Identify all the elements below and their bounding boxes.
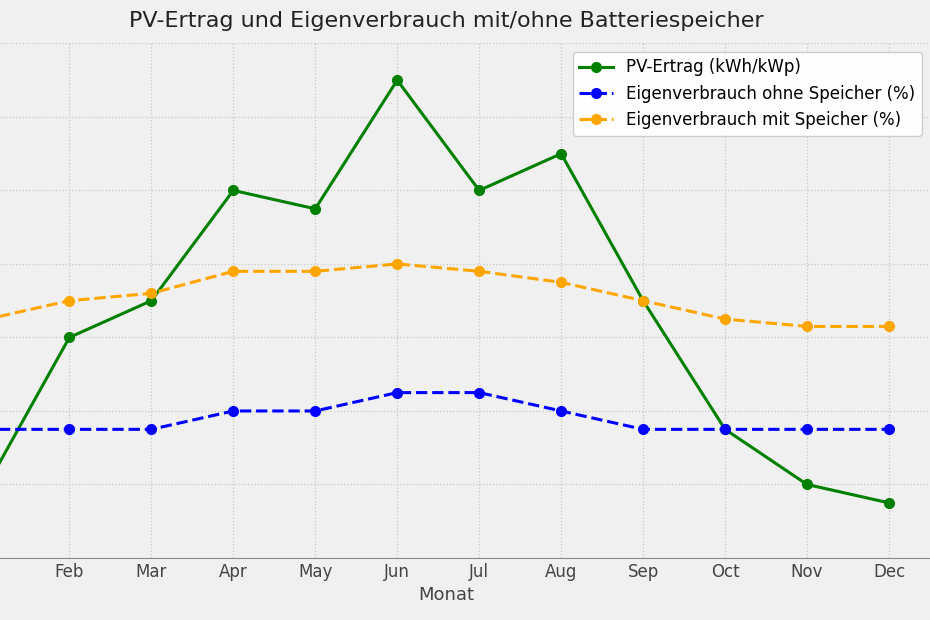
Eigenverbrauch ohne Speicher (%) — [802, 426, 813, 433]
Eigenverbrauch mit Speicher (%) — [555, 278, 566, 286]
Eigenverbrauch ohne Speicher (%) — [473, 389, 485, 396]
X-axis label: Monat: Monat — [418, 587, 474, 604]
Eigenverbrauch ohne Speicher (%) — [392, 389, 403, 396]
Line: PV-Ertrag (kWh/kWp): PV-Ertrag (kWh/kWp) — [0, 75, 894, 508]
PV-Ertrag (kWh/kWp) — [228, 187, 239, 194]
PV-Ertrag (kWh/kWp) — [802, 480, 813, 488]
Eigenverbrauch ohne Speicher (%) — [228, 407, 239, 415]
Eigenverbrauch ohne Speicher (%) — [884, 426, 895, 433]
PV-Ertrag (kWh/kWp) — [392, 76, 403, 84]
Line: Eigenverbrauch ohne Speicher (%): Eigenverbrauch ohne Speicher (%) — [0, 388, 894, 434]
Eigenverbrauch mit Speicher (%) — [310, 268, 321, 275]
PV-Ertrag (kWh/kWp) — [555, 150, 566, 157]
Eigenverbrauch mit Speicher (%) — [884, 322, 895, 330]
PV-Ertrag (kWh/kWp) — [720, 426, 731, 433]
Eigenverbrauch mit Speicher (%) — [802, 322, 813, 330]
Eigenverbrauch mit Speicher (%) — [638, 297, 649, 304]
PV-Ertrag (kWh/kWp) — [884, 499, 895, 507]
PV-Ertrag (kWh/kWp) — [638, 297, 649, 304]
Eigenverbrauch mit Speicher (%) — [392, 260, 403, 268]
Eigenverbrauch mit Speicher (%) — [64, 297, 75, 304]
PV-Ertrag (kWh/kWp) — [310, 205, 321, 213]
Eigenverbrauch ohne Speicher (%) — [146, 426, 157, 433]
Eigenverbrauch mit Speicher (%) — [228, 268, 239, 275]
PV-Ertrag (kWh/kWp) — [64, 334, 75, 341]
Eigenverbrauch mit Speicher (%) — [473, 268, 485, 275]
Legend: PV-Ertrag (kWh/kWp), Eigenverbrauch ohne Speicher (%), Eigenverbrauch mit Speich: PV-Ertrag (kWh/kWp), Eigenverbrauch ohne… — [573, 51, 922, 136]
PV-Ertrag (kWh/kWp) — [146, 297, 157, 304]
Eigenverbrauch mit Speicher (%) — [720, 316, 731, 323]
Eigenverbrauch ohne Speicher (%) — [310, 407, 321, 415]
PV-Ertrag (kWh/kWp) — [473, 187, 485, 194]
Line: Eigenverbrauch mit Speicher (%): Eigenverbrauch mit Speicher (%) — [0, 259, 894, 331]
Eigenverbrauch ohne Speicher (%) — [64, 426, 75, 433]
Eigenverbrauch ohne Speicher (%) — [555, 407, 566, 415]
Eigenverbrauch ohne Speicher (%) — [720, 426, 731, 433]
Eigenverbrauch mit Speicher (%) — [146, 290, 157, 297]
Eigenverbrauch ohne Speicher (%) — [638, 426, 649, 433]
Title: PV-Ertrag und Eigenverbrauch mit/ohne Batteriespeicher: PV-Ertrag und Eigenverbrauch mit/ohne Ba… — [129, 11, 764, 31]
